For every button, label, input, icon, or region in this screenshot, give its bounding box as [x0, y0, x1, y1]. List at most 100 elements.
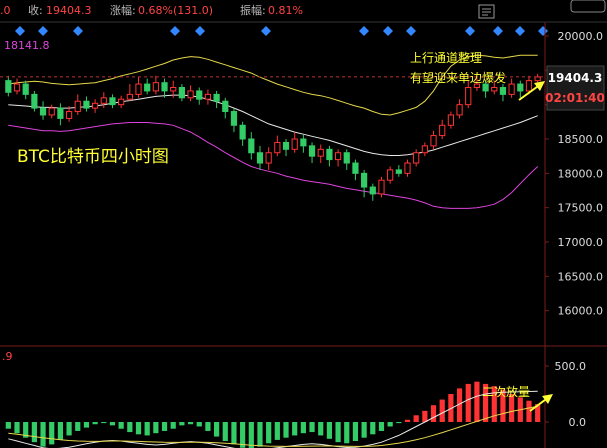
- macd-bar-61: [535, 404, 541, 422]
- candle-body-54: [473, 83, 481, 88]
- candle-23: [204, 89, 212, 105]
- header-change-value: 0.68%(131.0): [138, 4, 213, 17]
- event-marker-4: [195, 26, 205, 36]
- macd-bar-39: [344, 422, 350, 444]
- candle-38: [334, 149, 342, 167]
- candle-26: [230, 108, 238, 133]
- header-open-fragment: .0: [0, 4, 11, 17]
- candle-35: [308, 142, 316, 164]
- candle-body-23: [204, 93, 212, 100]
- macd-bar-29: [257, 422, 263, 447]
- candle-body-33: [291, 138, 298, 150]
- candle-body-22: [196, 90, 203, 100]
- candle-body-43: [378, 179, 385, 195]
- macd-bar-10: [92, 422, 98, 425]
- candle-body-53: [465, 87, 472, 106]
- candle-19: [170, 80, 177, 98]
- candle-body-1: [13, 83, 21, 92]
- price-tick-label-0: 17000.0: [558, 236, 604, 249]
- note-icon[interactable]: [478, 4, 495, 19]
- macd-bar-48: [422, 410, 428, 422]
- candle-body-44: [387, 169, 394, 181]
- candle-15: [135, 77, 142, 98]
- candle-8: [74, 94, 81, 115]
- candle-42: [369, 183, 376, 201]
- candle-46: [404, 159, 411, 177]
- window-button[interactable]: [570, 0, 606, 13]
- candle-11: [100, 92, 107, 109]
- candle-body-2: [22, 83, 29, 95]
- candle-9: [83, 96, 90, 112]
- price-tick-label-8: 16500.0: [558, 270, 604, 283]
- candle-28: [248, 132, 255, 160]
- macd-bar-30: [266, 422, 272, 444]
- candle-body-57: [499, 87, 507, 95]
- candle-6: [57, 103, 64, 126]
- macd-dif-line: [8, 390, 538, 448]
- macd-bar-31: [274, 422, 280, 440]
- candle-body-19: [170, 87, 177, 92]
- candle-body-21: [187, 90, 194, 99]
- header-amplitude-label: 振幅:: [240, 3, 266, 17]
- macd-bar-17: [153, 422, 159, 434]
- candle-29: [256, 145, 264, 170]
- candle-57: [499, 84, 507, 102]
- macd-bar-50: [439, 399, 445, 422]
- candle-body-35: [308, 145, 316, 157]
- candle-body-24: [213, 93, 220, 102]
- arrow-up-right-icon: [518, 81, 545, 101]
- macd-bar-14: [127, 422, 133, 433]
- candle-body-38: [334, 152, 342, 161]
- candle-3: [31, 90, 38, 112]
- macd-bar-49: [430, 405, 437, 422]
- macd-bar-4: [40, 422, 46, 447]
- candle-24: [213, 90, 220, 109]
- event-marker-0: [15, 26, 25, 36]
- macd-bar-27: [240, 422, 246, 448]
- macd-bar-45: [396, 422, 402, 424]
- channel-note-line1: 上行通道整理: [410, 50, 482, 65]
- candle-body-4: [39, 107, 47, 116]
- candle-body-49: [430, 135, 437, 147]
- macd-bar-6: [57, 422, 64, 440]
- macd-bar-3: [31, 422, 37, 443]
- macd-dea-line: [8, 405, 538, 447]
- candle-36: [317, 144, 324, 164]
- candle-body-47: [413, 152, 420, 164]
- candlesticks: [5, 73, 541, 201]
- candle-33: [291, 132, 298, 153]
- candle-21: [187, 85, 194, 102]
- channel-note-line2: 有望迎来单边爆发: [410, 70, 506, 85]
- event-marker-8: [406, 26, 416, 36]
- candle-body-14: [126, 93, 133, 100]
- macd-histogram: [5, 381, 541, 448]
- macd-bar-51: [448, 394, 454, 422]
- macd-bar-35: [309, 422, 315, 433]
- candle-body-13: [118, 98, 125, 106]
- header-amplitude-value: 0.81%: [268, 4, 303, 17]
- macd-bar-7: [66, 422, 72, 436]
- candle-0: [5, 75, 12, 97]
- candle-7: [65, 106, 73, 122]
- macd-bar-38: [335, 422, 341, 443]
- candle-27: [239, 121, 246, 146]
- candle-body-9: [83, 100, 90, 109]
- macd-bar-13: [118, 422, 124, 429]
- macd-bar-33: [292, 422, 298, 436]
- candle-5: [48, 104, 55, 119]
- macd-bar-40: [352, 422, 359, 442]
- candle-body-8: [74, 100, 81, 113]
- bollinger-upper-line: [8, 54, 538, 116]
- candle-body-10: [92, 102, 99, 109]
- macd-bar-43: [378, 422, 385, 431]
- macd-bar-47: [413, 415, 419, 422]
- candle-body-60: [525, 80, 533, 92]
- candle-body-59: [517, 83, 524, 92]
- candle-body-18: [161, 82, 168, 92]
- candle-32: [282, 139, 290, 157]
- candle-body-32: [282, 141, 290, 150]
- macd-bar-2: [23, 422, 29, 438]
- header-close-value: 19404.3: [46, 4, 92, 17]
- macd-bar-41: [361, 422, 367, 438]
